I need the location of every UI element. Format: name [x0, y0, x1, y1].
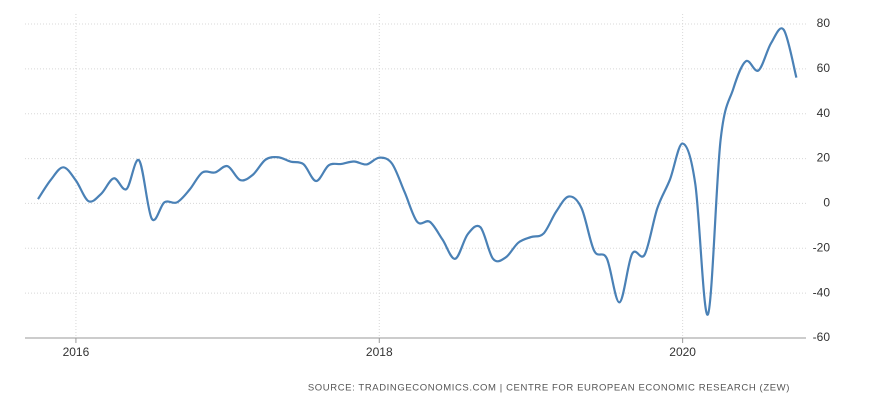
y-tick-label: 80: [817, 16, 831, 30]
y-tick-label: -20: [813, 240, 831, 254]
x-tick-label: 2020: [669, 345, 696, 359]
y-tick-label: 60: [817, 61, 831, 75]
line-series: [37, 27, 798, 316]
y-tick-label: 20: [817, 151, 831, 165]
y-tick-label: 40: [817, 106, 831, 120]
y-tick-label: -60: [813, 330, 831, 344]
x-tick-label: 2018: [366, 345, 393, 359]
y-tick-label: -40: [813, 285, 831, 299]
source-note: SOURCE: TRADINGECONOMICS.COM | CENTRE FO…: [308, 383, 790, 394]
y-tick-label: 0: [823, 196, 830, 210]
x-tick-label: 2016: [63, 345, 90, 359]
